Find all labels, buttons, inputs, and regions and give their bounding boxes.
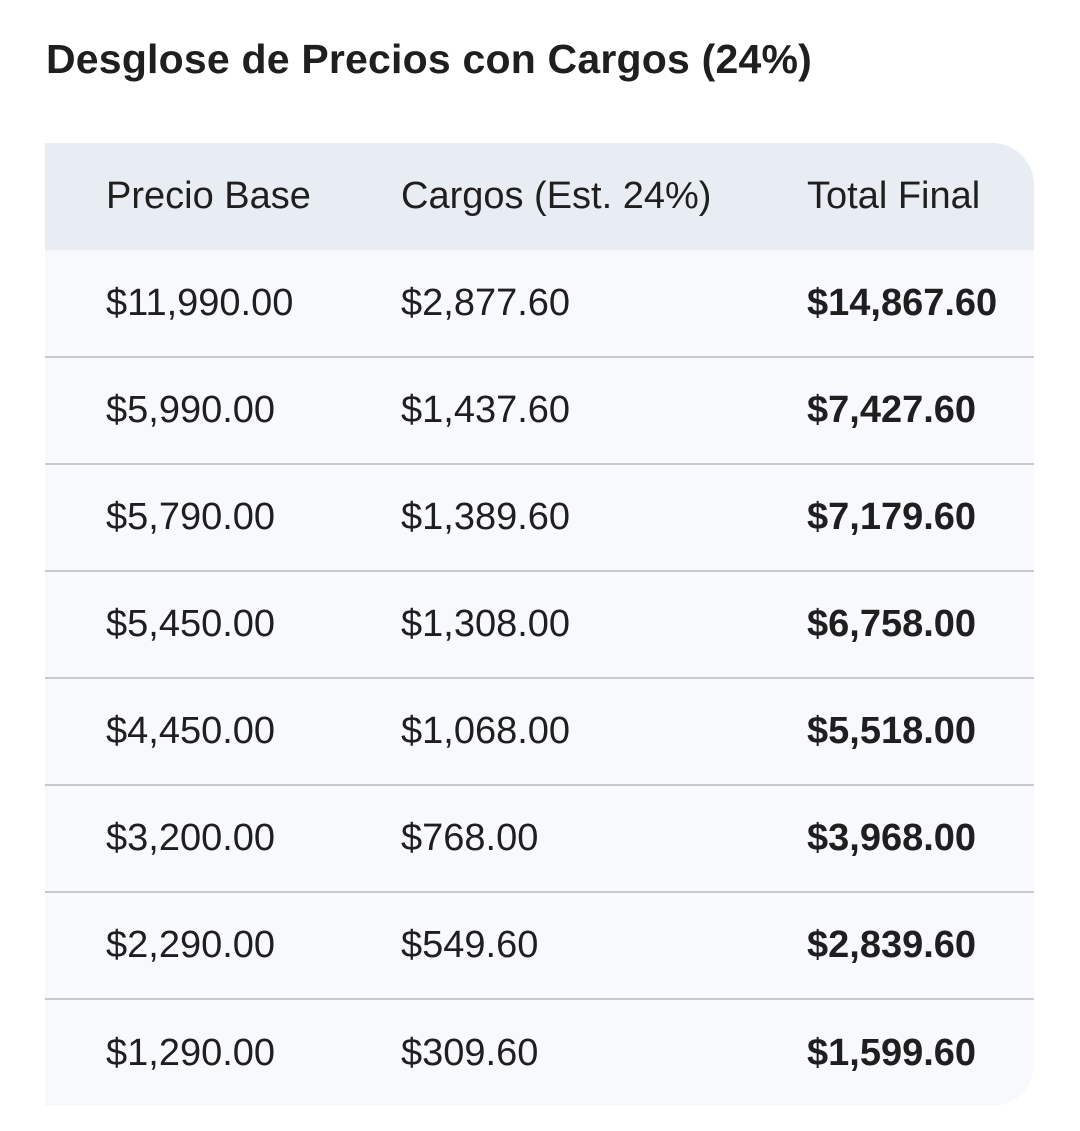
table-body: $11,990.00 $2,877.60 $14,867.60 $5,990.0…: [45, 250, 1034, 1106]
cell-precio-base: $5,450.00: [45, 570, 340, 678]
cell-total-final: $3,968.00: [746, 784, 1034, 892]
table-row: $3,200.00 $768.00 $3,968.00: [45, 784, 1034, 892]
cell-precio-base: $1,290.00: [45, 998, 340, 1106]
cell-total-final: $6,758.00: [746, 570, 1034, 678]
header-precio-base: Precio Base: [106, 175, 311, 217]
cell-cargos: $1,068.00: [340, 677, 746, 785]
table-row: $5,990.00 $1,437.60 $7,427.60: [45, 356, 1034, 464]
cell-precio-base: $2,290.00: [45, 891, 340, 999]
price-breakdown-table: Precio Base Cargos (Est. 24%) Total Fina…: [45, 143, 1034, 1106]
cell-cargos: $1,308.00: [340, 570, 746, 678]
table-row: $5,450.00 $1,308.00 $6,758.00: [45, 570, 1034, 678]
cell-cargos: $768.00: [340, 784, 746, 892]
cell-total-final: $14,867.60: [807, 281, 998, 324]
cell-precio-base: $3,200.00: [45, 784, 340, 892]
header-cargos: Cargos (Est. 24%): [401, 175, 712, 217]
cell-cargos: $1,437.60: [340, 356, 746, 464]
cell-cargos: $549.60: [340, 891, 746, 999]
table-row: $5,790.00 $1,389.60 $7,179.60: [45, 463, 1034, 571]
cell-cargos: $2,877.60: [401, 281, 571, 324]
cell-total-final: $2,839.60: [746, 891, 1034, 999]
table-row: $11,990.00 $2,877.60 $14,867.60: [45, 250, 1034, 357]
header-row: Precio Base Cargos (Est. 24%) Total Fina…: [45, 143, 1034, 250]
table-header: Precio Base Cargos (Est. 24%) Total Fina…: [45, 143, 1034, 250]
table-row: $1,290.00 $309.60 $1,599.60: [45, 998, 1034, 1106]
table-row: $4,450.00 $1,068.00 $5,518.00: [45, 677, 1034, 785]
cell-cargos: $309.60: [340, 998, 746, 1106]
header-total-final: Total Final: [807, 175, 981, 217]
cell-precio-base: $5,990.00: [45, 356, 340, 464]
page-title: Desglose de Precios con Cargos (24%): [46, 36, 812, 82]
cell-total-final: $5,518.00: [746, 677, 1034, 785]
cell-precio-base: $5,790.00: [45, 463, 340, 571]
cell-cargos: $1,389.60: [340, 463, 746, 571]
cell-precio-base: $4,450.00: [45, 677, 340, 785]
cell-total-final: $7,427.60: [746, 356, 1034, 464]
cell-precio-base: $11,990.00: [106, 281, 294, 324]
price-table: Precio Base Cargos (Est. 24%) Total Fina…: [45, 143, 1034, 1106]
table-row: $2,290.00 $549.60 $2,839.60: [45, 891, 1034, 999]
cell-total-final: $1,599.60: [746, 998, 1034, 1106]
cell-total-final: $7,179.60: [746, 463, 1034, 571]
